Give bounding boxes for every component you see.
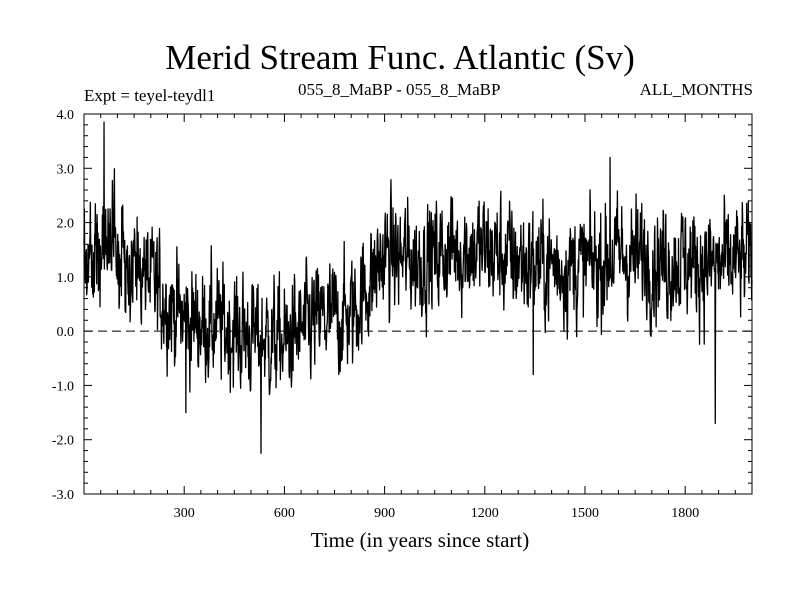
y-tick-label: 2.0 [57,217,75,232]
x-tick-label: 600 [274,506,295,521]
y-tick-label: 1.0 [57,271,75,286]
x-tick-label: 1200 [471,506,499,521]
y-tick-label: 3.0 [57,162,75,177]
axes-layer: 300 600 900 1200 1500 1800 4.0 3.0 2.0 1.0 0.0 -1.0… [52,108,753,521]
series-line [83,121,753,454]
experiment-label: Expt = teyel-teydl1 [84,86,216,105]
y-tick-label: 0.0 [57,325,75,340]
x-tick-label: 900 [374,506,395,521]
chart-title: Merid Stream Func. Atlantic (Sv) [165,38,635,77]
y-tick-label: -1.0 [52,379,74,394]
series-layer [83,121,753,454]
y-tick-label: -3.0 [52,488,74,503]
chart-subtitle: 055_8_MaBP - 055_8_MaBP [298,80,501,99]
y-tick-label: 4.0 [57,108,75,123]
y-tick-label: -2.0 [52,434,74,449]
period-label: ALL_MONTHS [639,80,753,99]
x-tick-label: 1800 [671,506,699,521]
x-axis-label: Time (in years since start) [310,528,530,552]
x-tick-label: 1500 [571,506,599,521]
x-tick-label: 300 [174,506,195,521]
